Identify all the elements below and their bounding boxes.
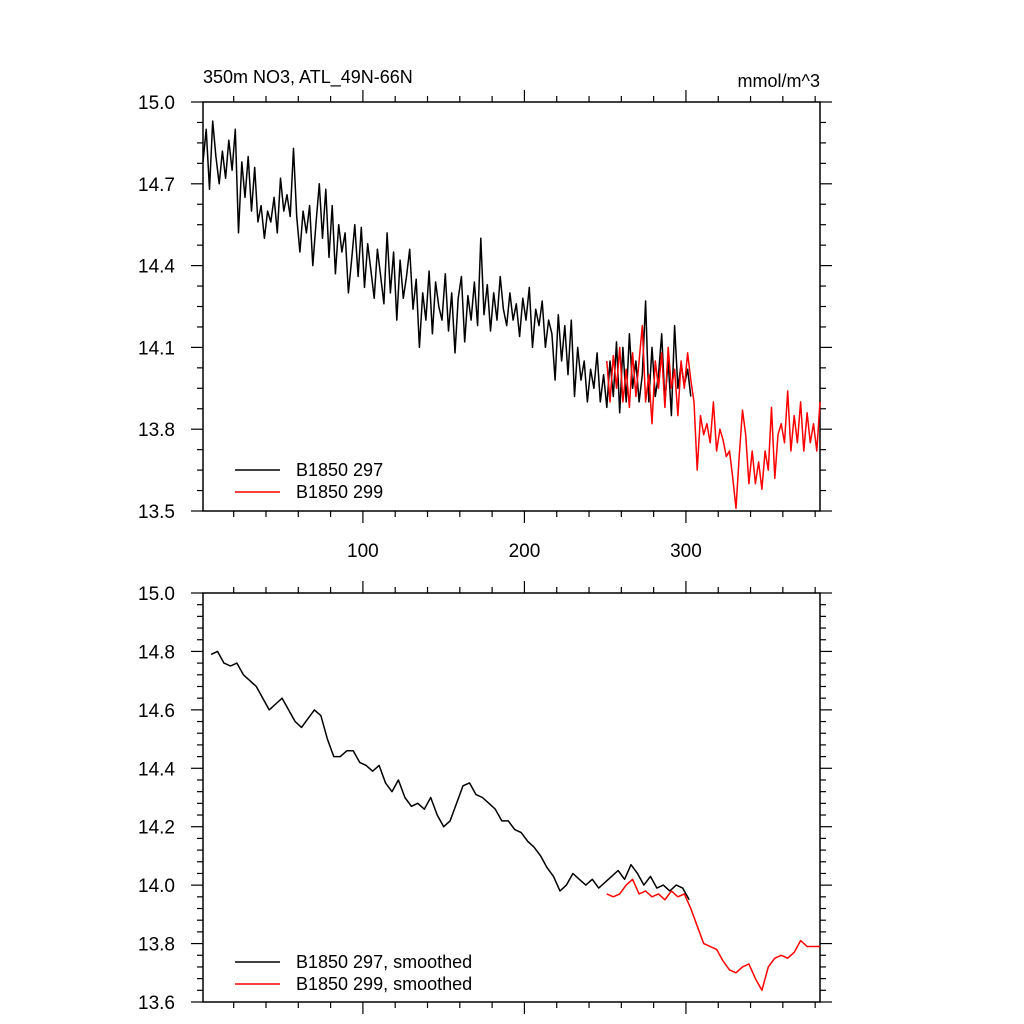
bottom-y-tick-label: 15.0 — [138, 584, 175, 605]
top-y-tick-label: 13.5 — [138, 502, 175, 523]
bottom-plot-frame — [202, 592, 821, 1003]
bottom-legend: B1850 297, smoothed B1850 299, smoothed — [235, 952, 472, 994]
bottom-y-tick-label: 14.0 — [138, 876, 175, 897]
top-x-tick-labels: 100 200 300 — [347, 541, 702, 562]
bottom-series — [210, 650, 820, 992]
top-x-tick-label: 100 — [347, 541, 379, 562]
bottom-legend-label-1: B1850 299, smoothed — [296, 974, 472, 994]
top-ticks — [191, 90, 832, 523]
top-y-tick-labels: 15.0 14.7 14.4 14.1 13.8 13.5 — [138, 93, 175, 523]
top-legend: B1850 297 B1850 299 — [235, 460, 383, 502]
bottom-y-tick-label: 14.8 — [138, 642, 175, 663]
top-y-tick-label: 14.4 — [138, 257, 175, 278]
bottom-y-tick-label: 14.4 — [138, 759, 175, 780]
top-legend-label-0: B1850 297 — [296, 460, 383, 480]
top-panel: 350m NO3, ATL_49N-66N mmol/m^3 15.014.71… — [138, 67, 832, 562]
top-panel-title: 350m NO3, ATL_49N-66N — [203, 67, 413, 88]
bottom-y-tick-label: 13.6 — [138, 993, 175, 1014]
bottom-legend-label-0: B1850 297, smoothed — [296, 952, 472, 972]
bottom-y-tick-label: 14.2 — [138, 818, 175, 839]
top-y-tick-label: 13.8 — [138, 420, 175, 441]
top-x-tick-label: 300 — [670, 541, 702, 562]
bottom-y-tick-label: 13.8 — [138, 935, 175, 956]
bottom-series-line-1 — [606, 878, 820, 992]
top-series — [202, 120, 821, 510]
bottom-y-tick-label: 14.6 — [138, 701, 175, 722]
top-panel-units: mmol/m^3 — [738, 71, 820, 91]
bottom-y-tick-labels: 15.0 14.8 14.6 14.4 14.2 14.0 13.8 13.6 — [138, 584, 175, 1014]
top-series-line-0 — [202, 120, 692, 417]
top-series-line-1 — [606, 324, 821, 510]
top-legend-label-1: B1850 299 — [296, 482, 383, 502]
bottom-panel: 15.0 14.8 14.6 14.4 14.2 14.0 13.8 13.6 B1850 2… — [138, 581, 832, 1014]
top-y-tick-label: 14.1 — [138, 338, 175, 359]
top-y-tick-label: 14.7 — [138, 175, 175, 196]
bottom-series-line-0 — [210, 650, 690, 901]
top-y-tick-label: 15.0 — [138, 93, 175, 114]
top-x-tick-label: 200 — [509, 541, 541, 562]
bottom-ticks — [191, 581, 832, 1014]
